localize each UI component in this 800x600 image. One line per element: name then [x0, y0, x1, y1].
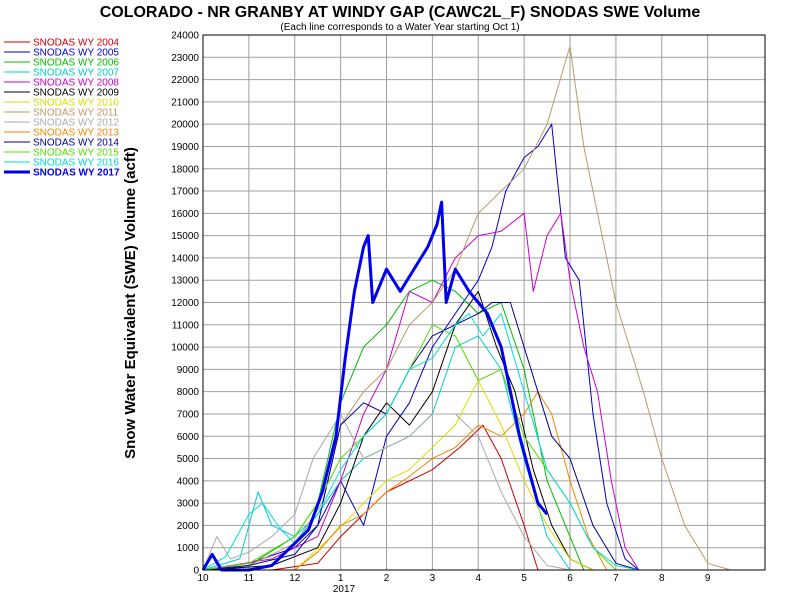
y-tick-label: 7000 — [177, 409, 200, 420]
legend-label: SNODAS WY 2006 — [33, 58, 119, 69]
y-tick-label: 9000 — [177, 365, 200, 376]
series-line-snodas-wy-2005 — [202, 123, 640, 571]
y-tick-label: 13000 — [171, 276, 199, 287]
y-tick-label: 23000 — [171, 53, 199, 64]
y-tick-label: 15000 — [171, 231, 199, 242]
y-tick-label: 4000 — [177, 476, 200, 487]
y-tick-label: 17000 — [171, 187, 199, 198]
y-tick-label: 2000 — [177, 521, 200, 532]
series-line-snodas-wy-2009 — [202, 290, 594, 571]
legend-label: SNODAS WY 2008 — [33, 78, 119, 89]
x-tick-label: 4 — [475, 573, 481, 584]
series-line-snodas-wy-2016 — [202, 313, 639, 571]
y-tick-label: 24000 — [171, 31, 199, 42]
y-tick-label: 11000 — [172, 320, 200, 331]
chart-title: COLORADO - NR GRANBY AT WINDY GAP (CAWC2… — [100, 4, 701, 21]
y-axis-ticks: 0 1000 2000 3000 4000 5000 6000 7000 8000 9000 100… — [171, 31, 199, 577]
series-line-snodas-wy-2014 — [202, 302, 639, 571]
legend-label: SNODAS WY 2007 — [33, 68, 119, 79]
x-tick-label: 9 — [705, 573, 711, 584]
chart-subtitle: (Each line corresponds to a Water Year s… — [280, 22, 519, 33]
y-tick-label: 5000 — [177, 454, 200, 465]
series-line-snodas-wy-2010 — [203, 380, 594, 571]
legend-label: SNODAS WY 2011 — [33, 108, 119, 119]
legend-label: SNODAS WY 2005 — [33, 48, 119, 59]
y-axis-label: Snow Water Equivalent (SWE) Volume (acft… — [122, 147, 139, 459]
series-line-snodas-wy-2004 — [203, 424, 539, 571]
y-tick-label: 0 — [193, 566, 199, 577]
series-line-snodas-wy-2006 — [202, 279, 585, 571]
x-year-label: 2017 — [333, 584, 356, 595]
x-tick-label: 11 — [244, 573, 255, 584]
y-tick-label: 14000 — [171, 253, 199, 264]
y-tick-label: 12000 — [171, 298, 199, 309]
y-tick-label: 22000 — [171, 75, 199, 86]
x-tick-label: 1 — [338, 573, 344, 584]
legend-label: SNODAS WY 2009 — [33, 88, 119, 99]
y-tick-label: 20000 — [171, 120, 199, 131]
y-tick-label: 21000 — [171, 97, 199, 108]
legend-label: SNODAS WY 2013 — [33, 128, 119, 139]
x-axis-ticks: 10 11 12 1 2 3 4 5 6 7 8 9 — [197, 573, 710, 584]
series-lines — [201, 45, 731, 572]
x-tick-label: 3 — [430, 573, 436, 584]
x-tick-label: 6 — [567, 573, 573, 584]
y-tick-label: 19000 — [171, 142, 199, 153]
y-tick-label: 18000 — [171, 164, 199, 175]
y-tick-label: 8000 — [177, 387, 200, 398]
legend-label: SNODAS WY 2014 — [33, 138, 119, 149]
x-tick-label: 5 — [521, 573, 527, 584]
legend-label: SNODAS WY 2012 — [33, 118, 119, 129]
series-line-snodas-wy-2013 — [203, 391, 608, 571]
series-line-snodas-wy-2015 — [202, 324, 617, 571]
x-tick-label: 10 — [197, 573, 209, 584]
plot-frame — [202, 34, 766, 571]
legend-label: SNODAS WY 2016 — [33, 158, 119, 169]
legend-label: SNODAS WY 2010 — [33, 98, 119, 109]
legend-label: SNODAS WY 2004 — [33, 38, 119, 49]
series-line-snodas-wy-2012 — [202, 413, 571, 571]
y-tick-label: 6000 — [177, 432, 200, 443]
y-tick-label: 16000 — [171, 209, 199, 220]
y-tick-label: 1000 — [177, 543, 200, 554]
series-line-snodas-wy-2017 — [201, 200, 549, 572]
x-tick-label: 12 — [289, 573, 301, 584]
x-tick-label: 8 — [659, 573, 665, 584]
x-tick-label: 7 — [613, 573, 619, 584]
x-tick-label: 2 — [384, 573, 390, 584]
y-tick-label: 10000 — [171, 343, 199, 354]
y-tick-label: 3000 — [177, 499, 200, 510]
legend-label: SNODAS WY 2015 — [33, 148, 119, 159]
legend-label: SNODAS WY 2017 — [33, 168, 120, 179]
grid — [203, 34, 765, 571]
